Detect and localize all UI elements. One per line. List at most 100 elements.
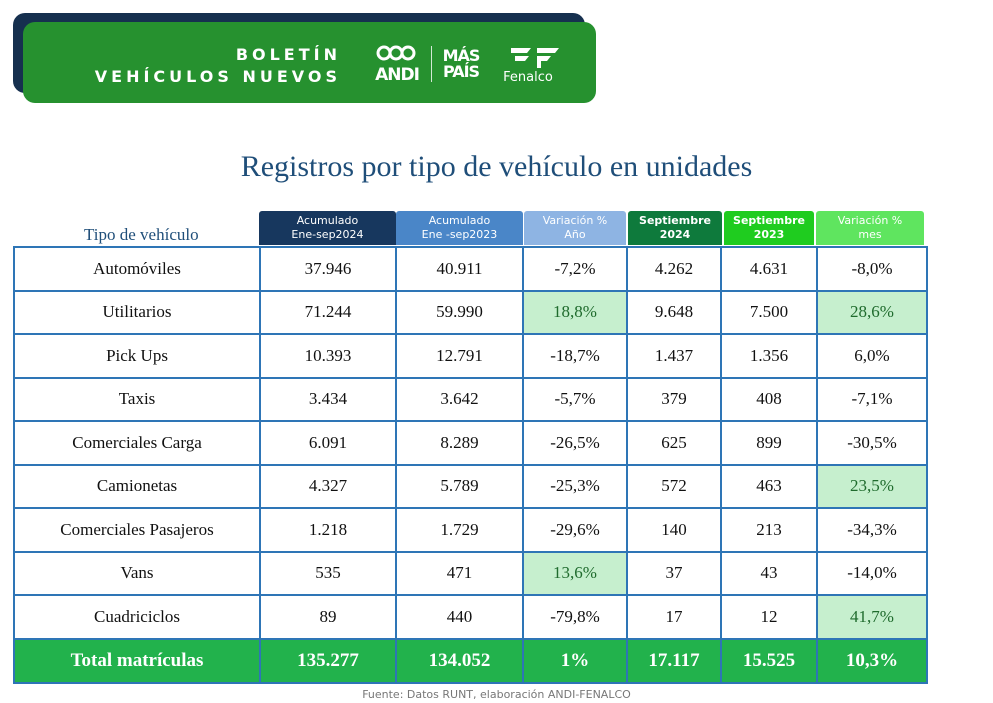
column-header-line1: Variación % [837, 214, 903, 227]
andi-logo-text: ANDI [375, 65, 420, 85]
row-label: Pick Ups [13, 333, 261, 379]
table-cell: 572 [626, 463, 722, 509]
column-header-line1: Septiembre [639, 214, 711, 227]
table-cell: -8,0% [816, 246, 928, 292]
table-cell: 471 [395, 550, 524, 596]
fenalco-logo-text: Fenalco [503, 70, 553, 85]
table-cell: 18,8% [522, 289, 628, 335]
table-cell: -5,7% [522, 376, 628, 422]
table-cell: 40.911 [395, 246, 524, 292]
table-cell: 899 [720, 420, 818, 466]
column-header-line1: Septiembre [733, 214, 805, 227]
table-cell: -7,1% [816, 376, 928, 422]
row-label: Comerciales Carga [13, 420, 261, 466]
table-cell: -29,6% [522, 507, 628, 553]
source-note: Fuente: Datos RUNT, elaboración ANDI-FEN… [362, 688, 631, 701]
table-row: Automóviles 37.946 40.911 -7,2% 4.262 4.631 -8… [13, 246, 928, 292]
column-header-line1: Acumulado [296, 214, 359, 227]
column-header-line2: Ene -sep2023 [421, 228, 498, 241]
table-cell: 17.117 [626, 637, 722, 684]
table-row: Comerciales Pasajeros 1.218 1.729 -29,6% 140… [13, 507, 928, 553]
table-row: Cuadriciclos 89 440 -79,8% 17 12 41,7% [13, 594, 928, 640]
table-cell: 6.091 [259, 420, 397, 466]
row-label: Camionetas [13, 463, 261, 509]
table-cell: 28,6% [816, 289, 928, 335]
mas-text: MÁS [442, 46, 481, 65]
table-cell: -26,5% [522, 420, 628, 466]
row-label: Automóviles [13, 246, 261, 292]
bulletin-title: BOLETÍN VEHÍCULOS NUEVOS [95, 44, 341, 88]
table-cell: 535 [259, 550, 397, 596]
table-cell: 12 [720, 594, 818, 640]
table-cell: 4.631 [720, 246, 818, 292]
mas-pais-logo: MÁS PAÍS [435, 48, 487, 80]
table-cell: 43 [720, 550, 818, 596]
column-header-1: Acumulado Ene-sep2024 [259, 211, 396, 245]
andi-symbol-icon [368, 44, 426, 66]
table-cell: 1.218 [259, 507, 397, 553]
table-cell: 6,0% [816, 333, 928, 379]
table-cell: 140 [626, 507, 722, 553]
table-cell: -14,0% [816, 550, 928, 596]
table-cell: -25,3% [522, 463, 628, 509]
row-label: Cuadriciclos [13, 594, 261, 640]
table-cell: 41,7% [816, 594, 928, 640]
table-cell: 37.946 [259, 246, 397, 292]
table-cell: 5.789 [395, 463, 524, 509]
row-header-label: Tipo de vehículo [84, 225, 199, 244]
table-cell: 3.642 [395, 376, 524, 422]
table-cell: 4.262 [626, 246, 722, 292]
column-header-2: Acumulado Ene -sep2023 [396, 211, 523, 245]
table-cell: 7.500 [720, 289, 818, 335]
table-cell: 440 [395, 594, 524, 640]
row-label: Total matrículas [13, 637, 261, 684]
pais-text: PAÍS [442, 62, 480, 81]
table-cell: 1.356 [720, 333, 818, 379]
table-cell: 17 [626, 594, 722, 640]
table-cell: -18,7% [522, 333, 628, 379]
column-header-5: Septiembre 2023 [724, 211, 814, 245]
table-cell: 625 [626, 420, 722, 466]
table-cell: 1.729 [395, 507, 524, 553]
column-header-line2: 2023 [753, 228, 785, 241]
table-cell: 134.052 [395, 637, 524, 684]
table-cell: 379 [626, 376, 722, 422]
table-cell: 213 [720, 507, 818, 553]
bulletin-title-line1: BOLETÍN [235, 45, 341, 64]
table-cell: 408 [720, 376, 818, 422]
column-header-line1: Acumulado [428, 214, 491, 227]
table-cell: 8.289 [395, 420, 524, 466]
table-cell: 463 [720, 463, 818, 509]
page-title: Registros por tipo de vehículo en unidad… [240, 150, 753, 183]
table-cell: 9.648 [626, 289, 722, 335]
table-cell: 10.393 [259, 333, 397, 379]
column-header-line2: Ene-sep2024 [291, 228, 364, 241]
column-header-line2: mes [858, 228, 882, 241]
table-cell: 3.434 [259, 376, 397, 422]
bulletin-title-line2: VEHÍCULOS NUEVOS [94, 67, 341, 86]
table-cell: 1.437 [626, 333, 722, 379]
header-banner: BOLETÍN VEHÍCULOS NUEVOS ANDI MÁS PAÍS F… [23, 22, 596, 103]
table-cell: 15.525 [720, 637, 818, 684]
table-cell: -79,8% [522, 594, 628, 640]
table-row: Comerciales Carga 6.091 8.289 -26,5% 625 899-… [13, 420, 928, 466]
table-cell: 12.791 [395, 333, 524, 379]
column-header-6: Variación % mes [816, 211, 924, 245]
table-row: Taxis 3.434 3.642 -5,7% 379 408 -7,1% [13, 376, 928, 422]
total-row: Total matrículas 135.277 134.052 1% 17.117 15… [13, 637, 928, 684]
table-row: Camionetas 4.327 5.789 -25,3% 572 463 23,5% [13, 463, 928, 509]
table-cell: 37 [626, 550, 722, 596]
row-label: Vans [13, 550, 261, 596]
column-header-line1: Variación % [542, 214, 608, 227]
table-cell: -30,5% [816, 420, 928, 466]
table-cell: 23,5% [816, 463, 928, 509]
table-cell: -34,3% [816, 507, 928, 553]
table-cell: 89 [259, 594, 397, 640]
column-header-line2: Año [564, 228, 586, 241]
table-row: Pick Ups 10.393 12.791 -18,7% 1.437 1.356 6,0% [13, 333, 928, 379]
row-label: Utilitarios [13, 289, 261, 335]
vehicle-registrations-table: Automóviles 37.946 40.911 -7,2% 4.262 4.631 -8… [13, 246, 928, 684]
fenalco-symbol-icon [507, 44, 563, 75]
table-cell: 71.244 [259, 289, 397, 335]
table-cell: 10,3% [816, 637, 928, 684]
